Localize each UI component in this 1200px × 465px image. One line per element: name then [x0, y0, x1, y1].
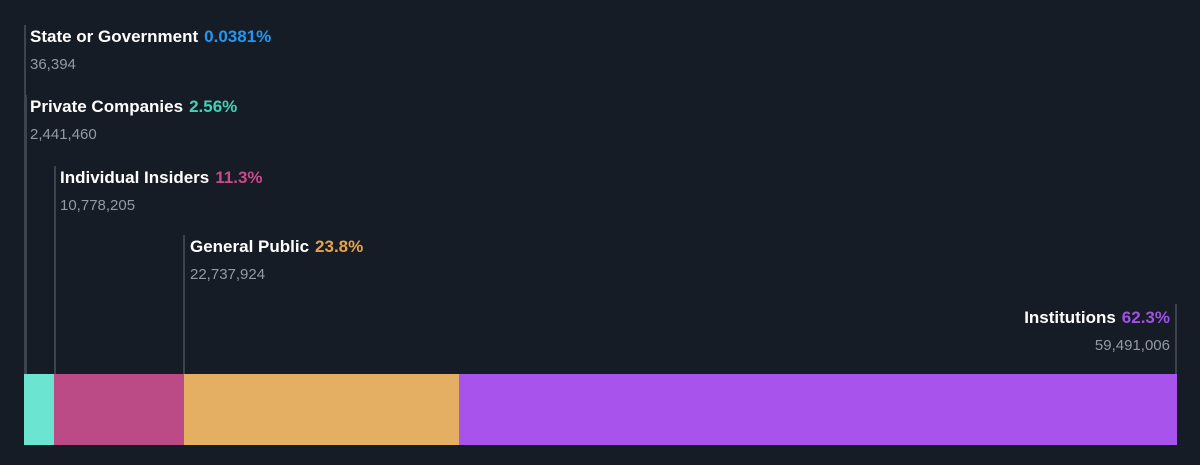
category-name: General Public: [190, 237, 310, 256]
percentage-value: 0.0381%: [204, 27, 272, 46]
connector-line-individual-insiders: [54, 166, 56, 374]
category-name: Institutions: [1024, 308, 1116, 327]
label-group-general-public: General Public 23.8% 22,737,924: [190, 237, 363, 284]
category-label: State or Government 0.0381%: [30, 27, 271, 47]
percentage-value: 23.8%: [315, 237, 364, 256]
connector-line-general-public: [183, 235, 185, 374]
bar-segment-private-companies[interactable]: [24, 374, 54, 445]
percentage-value: 11.3%: [215, 168, 263, 187]
bar-segment-institutions[interactable]: [458, 374, 1177, 445]
category-label: Private Companies 2.56%: [30, 97, 237, 117]
bar-segment-general-public[interactable]: [184, 374, 459, 445]
category-name: State or Government: [30, 27, 199, 46]
category-name: Private Companies: [30, 97, 184, 116]
share-count: 10,778,205: [60, 197, 136, 214]
share-count: 59,491,006: [1094, 337, 1170, 354]
label-group-private-companies: Private Companies 2.56% 2,441,460: [30, 97, 237, 144]
percentage-value: 62.3%: [1121, 308, 1170, 327]
category-label: General Public 23.8%: [190, 237, 363, 257]
category-label: Individual Insiders 11.3%: [60, 168, 263, 188]
label-group-institutions: Institutions 62.3% 59,491,006: [1024, 308, 1170, 355]
share-count: 22,737,924: [190, 266, 266, 283]
ownership-stacked-bar: [24, 374, 1177, 445]
category-name: Individual Insiders: [60, 168, 210, 187]
connector-line-institutions: [1175, 304, 1177, 374]
share-count: 36,394: [30, 56, 76, 73]
bar-segment-individual-insiders[interactable]: [53, 374, 185, 445]
percentage-value: 2.56%: [189, 97, 238, 116]
connector-line-private-companies: [25, 95, 27, 374]
category-label: Institutions 62.3%: [1024, 308, 1170, 328]
label-group-state-or-government: State or Government 0.0381% 36,394: [30, 27, 271, 74]
label-group-individual-insiders: Individual Insiders 11.3% 10,778,205: [60, 168, 263, 215]
share-count: 2,441,460: [30, 126, 97, 143]
